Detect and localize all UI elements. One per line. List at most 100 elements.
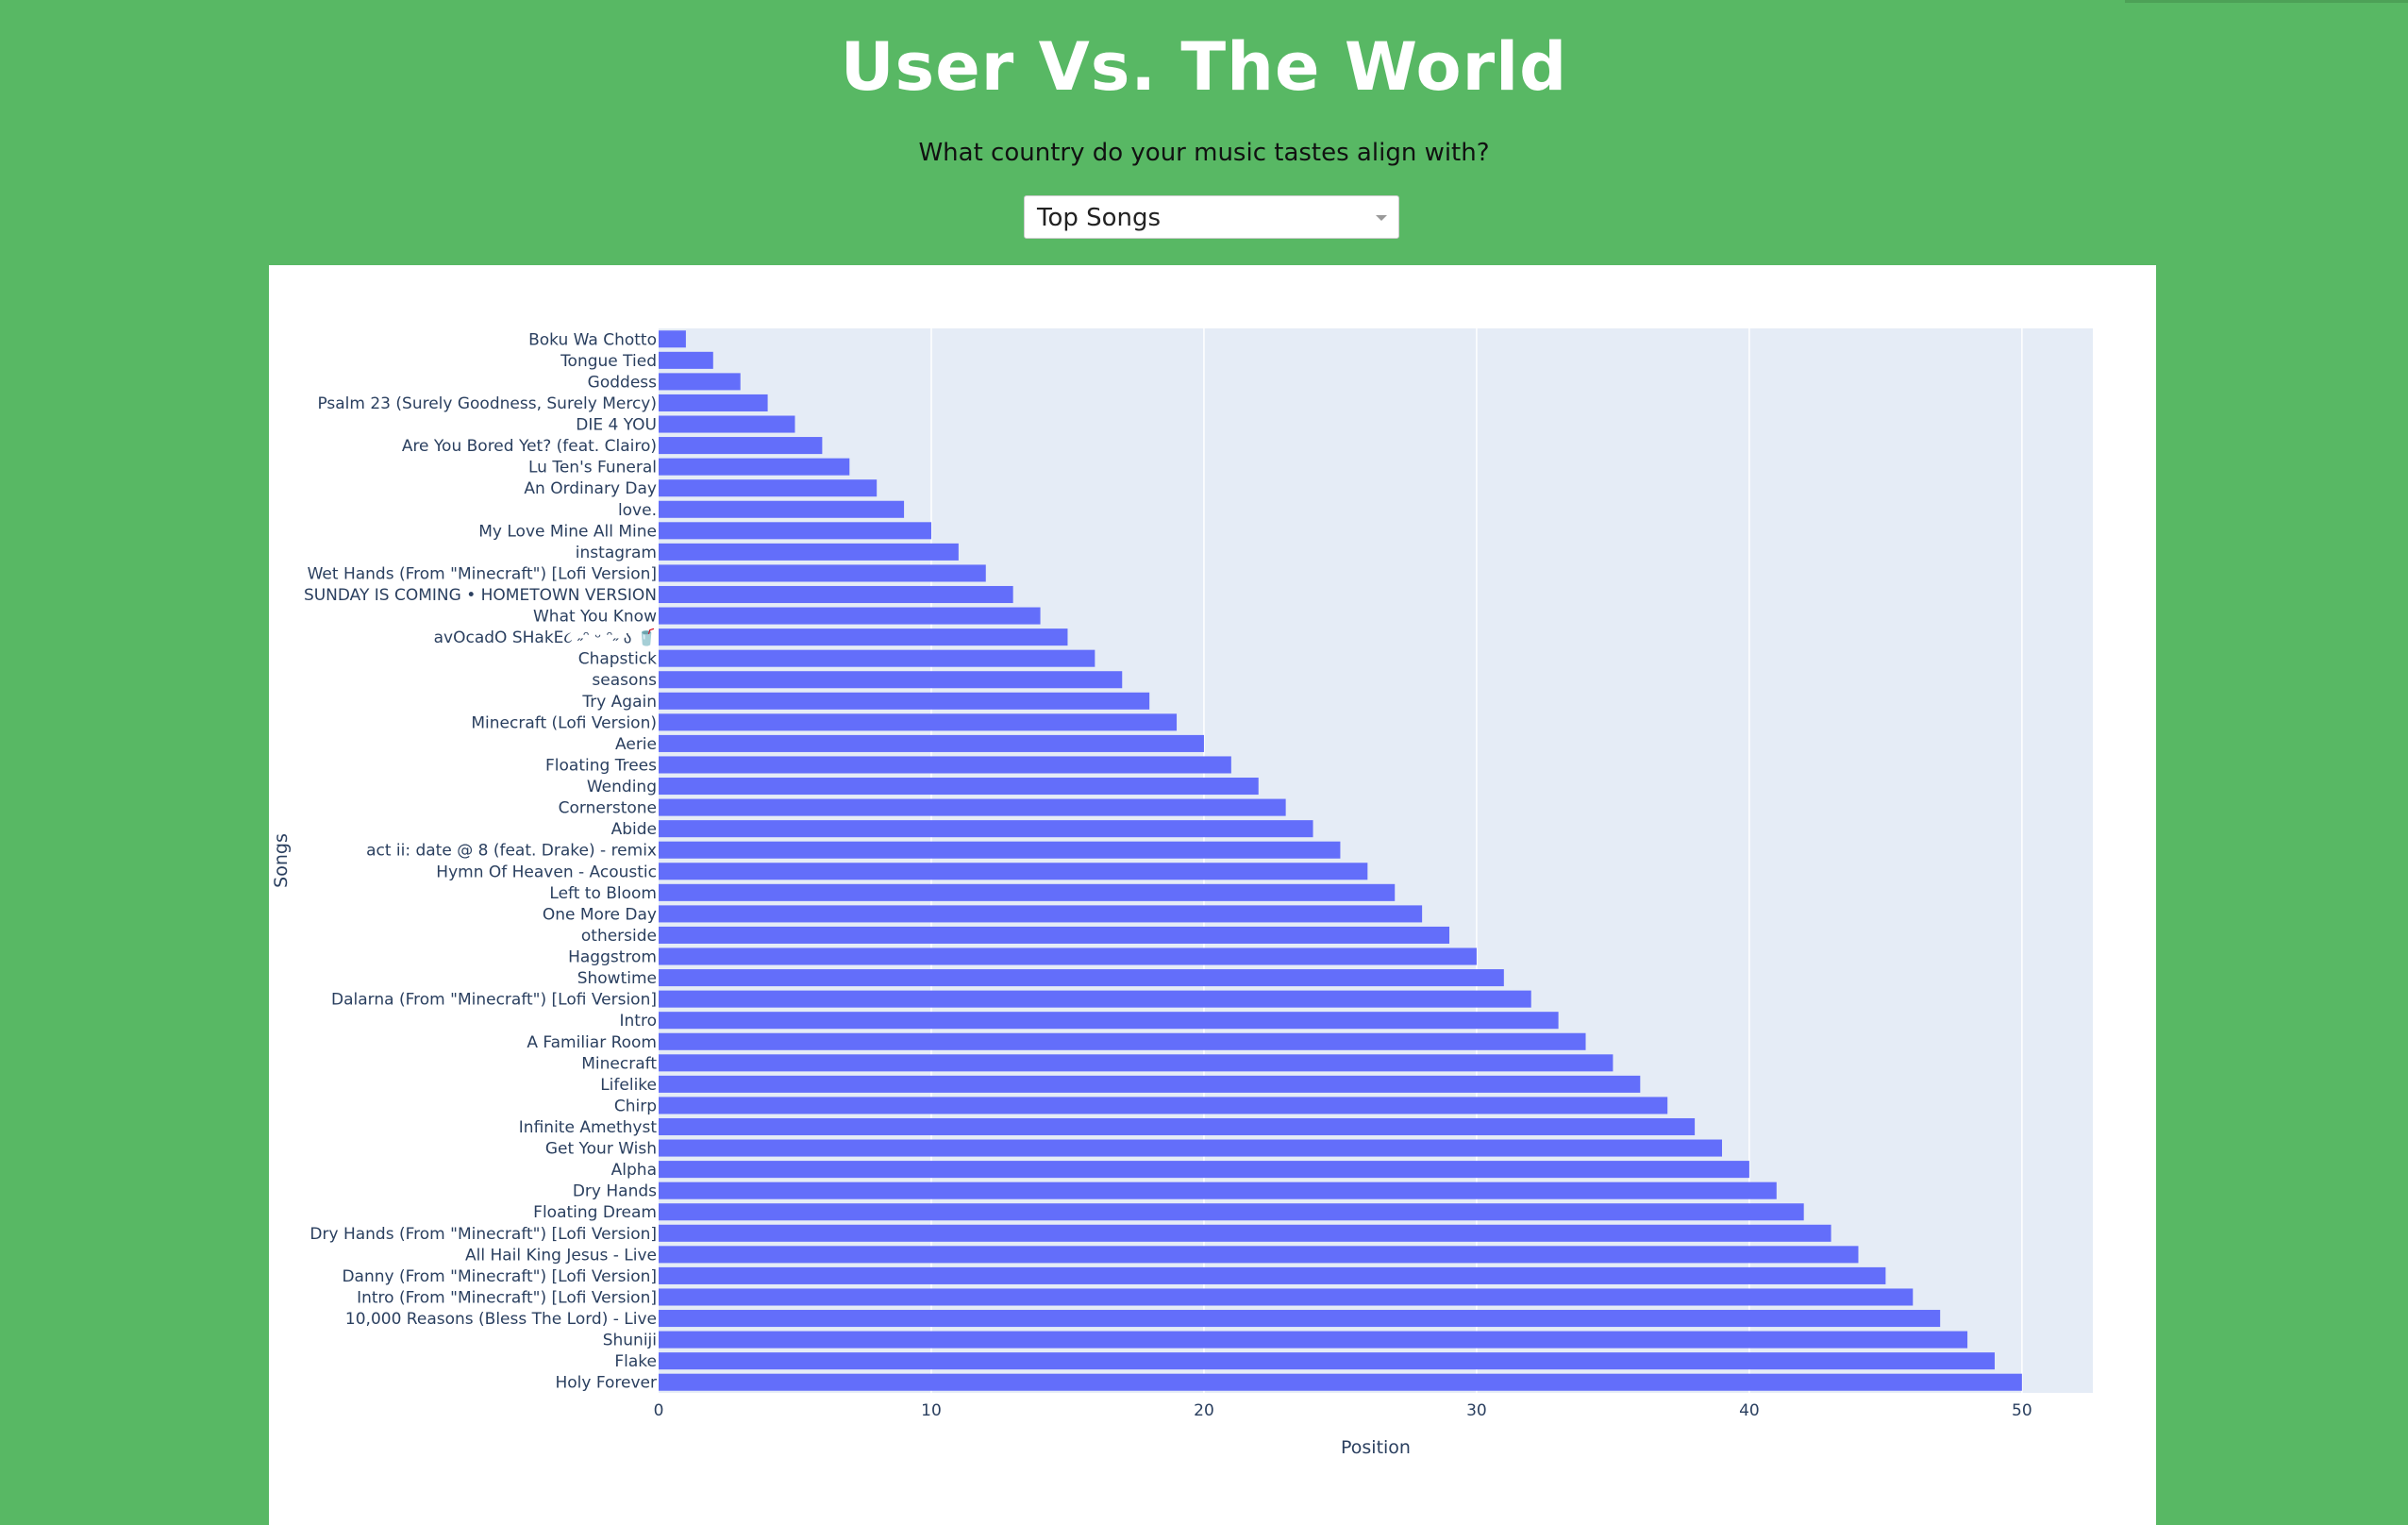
- bar: [659, 1352, 1995, 1370]
- y-axis-title: Songs: [271, 833, 292, 888]
- bar: [659, 607, 1041, 625]
- y-tick-label: Abide: [611, 820, 657, 839]
- y-tick-label: Flake: [614, 1352, 657, 1371]
- bar: [659, 1117, 1696, 1136]
- y-tick-label: Showtime: [577, 969, 657, 988]
- y-tick-label: 10,000 Reasons (Bless The Lord) - Live: [345, 1310, 657, 1329]
- bar: [659, 969, 1504, 987]
- y-tick-label: Goddess: [588, 373, 657, 392]
- x-tick-label: 30: [1466, 1401, 1487, 1420]
- bar: [659, 415, 795, 433]
- y-tick-label: Minecraft: [581, 1054, 657, 1073]
- y-tick-label: Floating Trees: [545, 756, 657, 775]
- bar: [659, 1288, 1914, 1306]
- y-tick-label: Boku Wa Chotto: [528, 330, 657, 349]
- y-tick-label: Minecraft (Lofi Version): [471, 713, 657, 732]
- bar: [659, 1246, 1859, 1264]
- chart-type-select[interactable]: Top Songs: [1024, 195, 1399, 239]
- y-tick-label: Floating Dream: [533, 1203, 657, 1222]
- y-tick-label: Haggstrom: [568, 948, 657, 967]
- y-tick-label: Are You Bored Yet? (feat. Clairo): [402, 437, 657, 456]
- bar: [659, 479, 878, 497]
- bar: [659, 1032, 1586, 1050]
- x-tick-label: 0: [654, 1401, 664, 1420]
- y-tick-label: seasons: [592, 671, 657, 690]
- bar: [659, 564, 986, 582]
- bar: [659, 1266, 1886, 1284]
- bar: [659, 543, 959, 561]
- x-tick-label: 10: [921, 1401, 942, 1420]
- y-tick-label: Cornerstone: [559, 799, 657, 818]
- y-tick-label: Tongue Tied: [560, 352, 657, 371]
- y-tick-label: Holy Forever: [555, 1374, 657, 1393]
- bar: [659, 522, 931, 540]
- y-tick-label: Intro (From "Minecraft") [Lofi Version]: [357, 1288, 657, 1307]
- y-tick-label: Lu Ten's Funeral: [528, 459, 657, 478]
- bar: [659, 798, 1286, 816]
- bar: [659, 373, 741, 391]
- bar: [659, 1161, 1749, 1179]
- bar: [659, 713, 1178, 731]
- y-tick-label: All Hail King Jesus - Live: [465, 1246, 657, 1265]
- y-tick-label: An Ordinary Day: [524, 479, 657, 498]
- bar: [659, 330, 686, 348]
- x-tick-label: 20: [1194, 1401, 1214, 1420]
- bar: [659, 1139, 1722, 1157]
- page-subtitle: What country do your music tastes align …: [918, 139, 1490, 167]
- chart-container: Boku Wa Chotto Tongue Tied Goddess Psalm 23…: [269, 265, 2156, 1525]
- y-tick-label: Wending: [587, 778, 657, 796]
- bar: [659, 692, 1150, 710]
- y-tick-label: My Love Mine All Mine: [478, 522, 657, 541]
- bar: [659, 500, 905, 518]
- bar: [659, 649, 1095, 667]
- bar: [659, 1224, 1831, 1242]
- bar: [659, 756, 1231, 774]
- bar: [659, 841, 1341, 859]
- y-tick-label: instagram: [576, 544, 657, 562]
- y-tick-label: love.: [618, 501, 657, 520]
- bar: [659, 1203, 1804, 1221]
- x-tick-label: 40: [1739, 1401, 1760, 1420]
- bar: [659, 1310, 1941, 1328]
- y-tick-label: Wet Hands (From "Minecraft") [Lofi Versi…: [308, 564, 657, 583]
- y-tick-label: Psalm 23 (Surely Goodness, Surely Mercy): [317, 394, 657, 413]
- y-tick-label: Get Your Wish: [545, 1140, 657, 1159]
- y-tick-label: Chirp: [614, 1097, 657, 1115]
- y-tick-label: Alpha: [611, 1161, 657, 1180]
- bar: [659, 437, 823, 455]
- bar: [659, 883, 1396, 901]
- y-tick-label: Intro: [620, 1012, 657, 1031]
- bar: [659, 1075, 1641, 1093]
- bar: [659, 671, 1123, 689]
- y-tick-label: Chapstick: [578, 650, 657, 669]
- bar: [659, 947, 1477, 965]
- bar: [659, 1012, 1559, 1030]
- y-tick-label: Infinite Amethyst: [519, 1118, 658, 1137]
- select-value: Top Songs: [1037, 204, 1162, 232]
- bar: [659, 905, 1423, 923]
- bar-chart: Boku Wa Chotto Tongue Tied Goddess Psalm 23…: [271, 328, 2093, 1458]
- y-tick-label: Left to Bloom: [549, 884, 657, 903]
- y-tick-label: SUNDAY IS COMING • HOMETOWN VERSION: [304, 586, 657, 605]
- bar: [659, 820, 1313, 838]
- bar: [659, 394, 768, 411]
- bar: [659, 1097, 1668, 1114]
- bar: [659, 351, 713, 369]
- y-tick-label: What You Know: [533, 608, 657, 627]
- y-tick-label: Try Again: [581, 693, 657, 712]
- x-tick-label: 50: [2012, 1401, 2032, 1420]
- window-edge-shadow: [2125, 0, 2408, 3]
- bar: [659, 585, 1013, 604]
- bar: [659, 863, 1368, 880]
- y-tick-label: Aerie: [615, 735, 657, 754]
- y-tick-label: otherside: [581, 927, 657, 946]
- y-tick-label: DIE 4 YOU: [576, 416, 657, 435]
- y-tick-label: Shuniji: [603, 1332, 657, 1350]
- y-tick-label: avOcadO SHakE૮ ˶ᵔ ᵕ ᵔ˶ ა 🥤: [434, 628, 657, 647]
- bar: [659, 926, 1450, 944]
- y-tick-label: Hymn Of Heaven - Acoustic: [436, 863, 657, 881]
- bar: [659, 1373, 2022, 1391]
- bar: [659, 1054, 1614, 1072]
- y-tick-label: Dry Hands: [573, 1182, 657, 1201]
- bar: [659, 628, 1068, 646]
